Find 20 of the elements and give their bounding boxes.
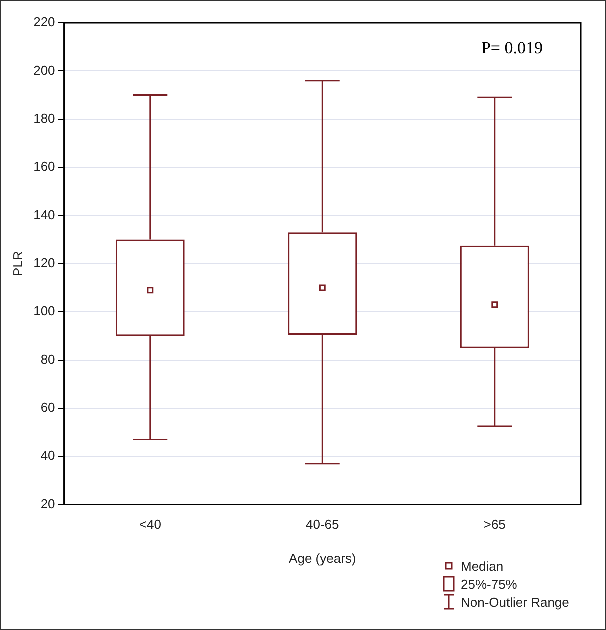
x-tick-label: 40-65	[306, 517, 340, 532]
y-tick-label: 180	[34, 110, 56, 126]
y-tick-label: 60	[40, 400, 56, 416]
y-tick-label: 160	[34, 159, 56, 174]
text: 25%-75%	[461, 576, 518, 592]
y-tick-label: 80	[40, 352, 56, 367]
y-tick-label: 200	[34, 62, 56, 78]
annotation: P= 0.019	[481, 38, 543, 58]
x-tick-label: >65	[484, 517, 506, 532]
x-tick-label: <40	[139, 517, 162, 532]
y-tick-label: 20	[40, 496, 56, 512]
y-tick-label: 220	[34, 14, 56, 30]
y-tick-label: 100	[34, 304, 56, 319]
text: Median	[461, 558, 504, 574]
x-axis-title: Age (years)	[289, 550, 356, 566]
y-axis-title: PLR	[10, 251, 26, 277]
y-tick-label: 40	[40, 448, 56, 464]
y-tick-label: 120	[34, 255, 56, 270]
text: Non-Outlier Range	[461, 594, 570, 610]
y-tick-label: 140	[34, 207, 56, 222]
